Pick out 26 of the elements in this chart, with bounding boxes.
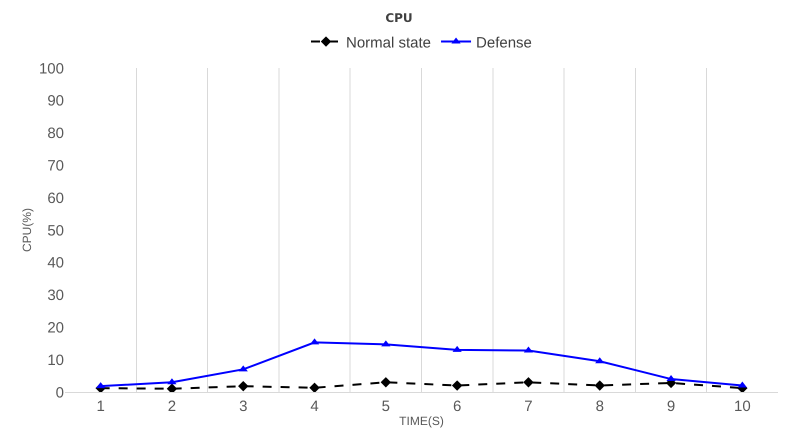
x-tick-label: 9	[666, 398, 676, 415]
x-tick-label: 8	[596, 398, 604, 415]
y-tick-label: 60	[47, 190, 64, 207]
chart-title: CPU	[385, 10, 413, 25]
y-tick-label: 20	[47, 319, 64, 336]
y-tick-label: 30	[47, 287, 64, 304]
x-tick-label: 2	[168, 398, 176, 415]
x-axis-title: TIME(S)	[399, 414, 444, 428]
x-tick-label: 5	[382, 398, 390, 415]
y-tick-label: 0	[56, 384, 64, 402]
y-tick-label: 70	[47, 157, 64, 174]
y-axis-title: CPU(%)	[20, 208, 34, 252]
y-tick-label: 40	[47, 254, 64, 272]
x-tick-label: 7	[524, 398, 533, 415]
y-tick-label: 10	[47, 352, 64, 369]
legend-label: Normal state	[346, 34, 432, 52]
y-tick-label: 50	[47, 222, 64, 240]
y-tick-label: 100	[38, 60, 64, 78]
x-tick-label: 4	[310, 398, 319, 415]
x-tick-label: 10	[734, 398, 751, 415]
x-tick-label: 6	[452, 398, 462, 415]
x-tick-label: 3	[239, 398, 248, 415]
y-tick-label: 80	[47, 125, 64, 142]
y-tick-label: 90	[47, 92, 64, 110]
x-tick-label: 1	[96, 398, 105, 415]
legend-label: Defense	[476, 34, 532, 52]
